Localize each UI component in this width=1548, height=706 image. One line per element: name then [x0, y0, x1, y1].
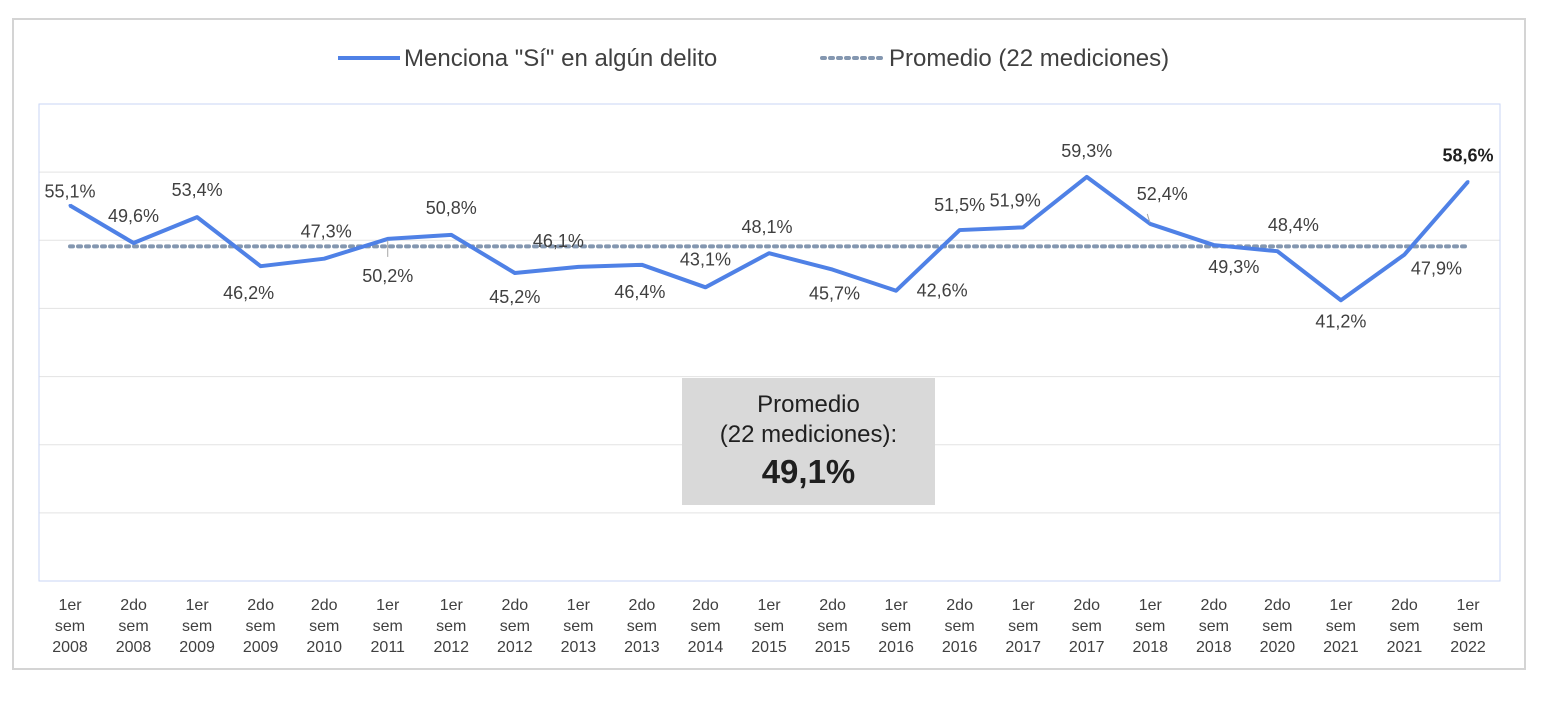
- x-tick-label: 1er sem 2008: [52, 597, 88, 656]
- data-point: [386, 237, 390, 241]
- data-label: 47,3%: [301, 222, 352, 242]
- x-tick-label: 1er sem 2017: [1005, 597, 1041, 656]
- data-label: 49,3%: [1208, 257, 1259, 277]
- data-point: [1021, 225, 1025, 229]
- data-point: [449, 233, 453, 237]
- data-label: 51,5%: [934, 195, 985, 215]
- x-tick-label: 2do sem 2014: [688, 597, 724, 656]
- data-point: [1275, 249, 1279, 253]
- legend-label-series: Menciona "Sí" en algún delito: [404, 45, 717, 72]
- data-point: [831, 268, 835, 272]
- x-tick-label: 2do sem 2009: [243, 597, 279, 656]
- data-point: [1085, 175, 1089, 179]
- gridlines: [39, 171, 1500, 514]
- leader-line: [1146, 213, 1151, 225]
- data-label: 45,2%: [489, 287, 540, 307]
- data-point: [703, 285, 707, 289]
- data-point: [259, 264, 263, 268]
- data-label: 50,2%: [362, 266, 413, 286]
- x-tick-label: 1er sem 2022: [1450, 597, 1486, 656]
- x-axis-ticks: 1er sem 2008 2do sem 2008 1er sem 2009 2do sem 2009…: [52, 597, 1486, 656]
- data-labels: 55,1% 49,6% 53,4% 46,2% 47,3% 50,2% 50,8% 45,2%…: [44, 141, 1493, 331]
- x-tick-label: 2do sem 2018: [1196, 597, 1232, 656]
- data-point: [640, 263, 644, 267]
- x-tick-label: 2do sem 2012: [497, 597, 533, 656]
- x-tick-label: 2do sem 2013: [624, 597, 660, 656]
- x-tick-label: 1er sem 2009: [179, 597, 215, 656]
- data-label: 47,9%: [1411, 259, 1462, 279]
- data-label: 49,6%: [108, 206, 159, 226]
- data-point: [132, 241, 136, 245]
- data-label: 51,9%: [990, 190, 1041, 210]
- x-tick-label: 1er sem 2011: [371, 597, 406, 656]
- data-label: 42,6%: [917, 281, 968, 301]
- x-tick-label: 2do sem 2017: [1069, 597, 1105, 656]
- average-annotation-box: Promedio (22 mediciones): 49,1%: [682, 378, 935, 505]
- x-tick-label: 2do sem 2021: [1387, 597, 1423, 656]
- data-label: 46,2%: [223, 283, 274, 303]
- x-tick-label: 1er sem 2012: [433, 597, 469, 656]
- x-tick-label: 2do sem 2015: [815, 597, 851, 656]
- data-point: [958, 228, 962, 232]
- x-tick-label: 2do sem 2010: [306, 597, 342, 656]
- data-label: 45,7%: [809, 284, 860, 304]
- data-label: 52,4%: [1137, 184, 1188, 204]
- data-point: [322, 257, 326, 261]
- x-tick-label: 2do sem 2020: [1260, 597, 1296, 656]
- x-tick-label: 1er sem 2016: [878, 597, 914, 656]
- legend: Menciona "Sí" en algún delito Promedio (…: [338, 45, 1169, 72]
- average-annotation-value: 49,1%: [761, 453, 856, 490]
- leader-lines: [387, 213, 1151, 257]
- data-label: 58,6%: [1442, 146, 1493, 166]
- legend-label-average: Promedio (22 mediciones): [889, 45, 1169, 72]
- data-label: 48,1%: [741, 217, 792, 237]
- data-label: 46,4%: [614, 282, 665, 302]
- data-point: [68, 204, 72, 208]
- plot-area: [38, 103, 1501, 582]
- x-tick-label: 2do sem 2008: [116, 597, 152, 656]
- data-label: 43,1%: [680, 249, 731, 269]
- data-point: [1466, 180, 1470, 184]
- data-point: [1402, 253, 1406, 257]
- data-label: 50,8%: [426, 198, 477, 218]
- data-point: [894, 289, 898, 293]
- data-label: 41,2%: [1315, 311, 1366, 331]
- chart-frame: [12, 18, 1526, 670]
- x-tick-label: 1er sem 2015: [751, 597, 787, 656]
- data-point: [1212, 243, 1216, 247]
- x-tick-label: 1er sem 2013: [561, 597, 597, 656]
- data-point: [1339, 298, 1343, 302]
- series-line: [68, 174, 1470, 303]
- data-label: 48,4%: [1268, 215, 1319, 235]
- data-point: [1148, 222, 1152, 226]
- data-point: [767, 251, 771, 255]
- x-tick-label: 1er sem 2018: [1132, 597, 1168, 656]
- data-label: 59,3%: [1061, 141, 1112, 161]
- data-point: [195, 215, 199, 219]
- data-point: [513, 271, 517, 275]
- data-points: [68, 175, 1470, 302]
- data-label: 53,4%: [172, 180, 223, 200]
- data-point: [576, 265, 580, 269]
- data-label: 55,1%: [44, 182, 95, 202]
- data-label: 46,1%: [533, 231, 584, 251]
- average-annotation-subtitle: (22 mediciones):: [719, 421, 898, 448]
- x-tick-label: 2do sem 2016: [942, 597, 978, 656]
- x-tick-label: 1er sem 2021: [1323, 597, 1359, 656]
- average-annotation-title: Promedio: [757, 391, 860, 418]
